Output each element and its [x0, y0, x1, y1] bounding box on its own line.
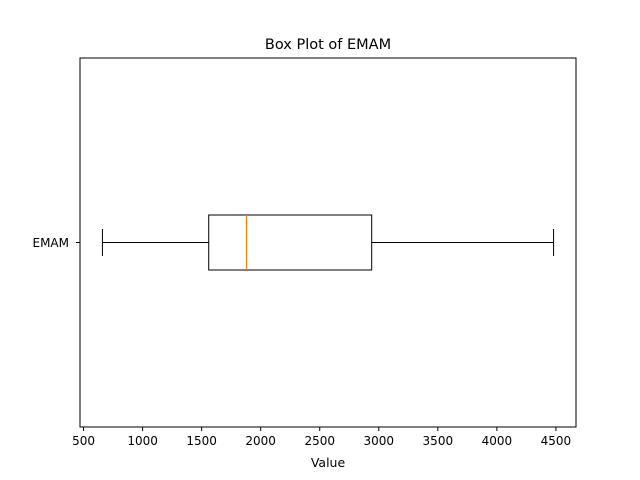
x-tick-label: 1500 [186, 434, 217, 448]
x-tick-label: 500 [72, 434, 95, 448]
box-group: EMAM [33, 214, 555, 271]
x-tick-label: 4500 [541, 434, 572, 448]
x-axis-ticks: 500 1000 1500 2000 2500 3000 3500 4000 4500 [72, 427, 571, 448]
chart-title: Box Plot of EMAM [265, 37, 391, 53]
x-tick-label: 2500 [304, 434, 335, 448]
iqr-box [208, 214, 373, 271]
y-tick-label: EMAM [33, 236, 70, 250]
x-tick-label: 4000 [482, 434, 513, 448]
x-tick-label: 1000 [127, 434, 158, 448]
x-tick-label: 2000 [245, 434, 276, 448]
x-axis-label: Value [311, 455, 346, 470]
x-tick-label: 3000 [364, 434, 395, 448]
x-tick-label: 3500 [423, 434, 454, 448]
